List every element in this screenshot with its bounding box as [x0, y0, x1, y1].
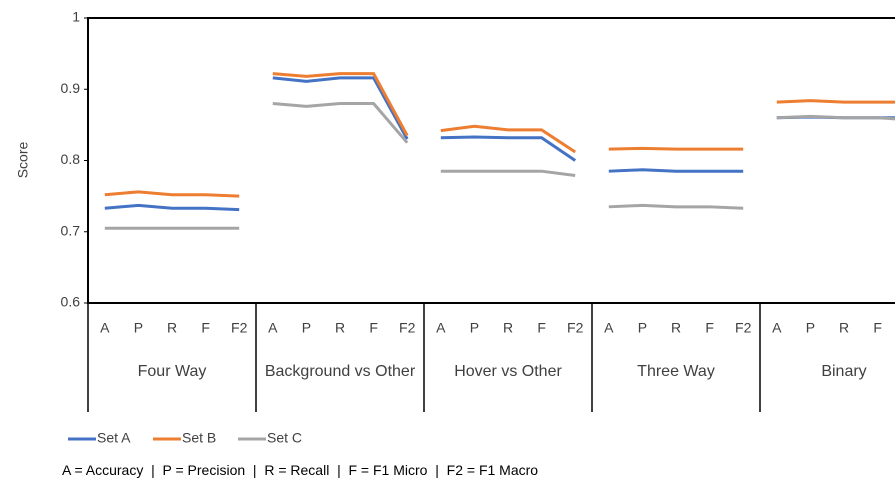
series-line	[776, 99, 895, 104]
series-line	[272, 72, 409, 137]
series-line	[272, 76, 409, 140]
series-line	[440, 124, 577, 154]
x-tick-label: F	[537, 320, 546, 336]
y-tick-label: 0.9	[61, 80, 81, 96]
x-tick-label: F	[201, 320, 210, 336]
x-tick-label: F2	[735, 320, 752, 336]
series-line	[440, 169, 576, 177]
group-label: Background vs Other	[264, 363, 416, 380]
group-label: Three Way	[637, 363, 715, 380]
y-tick-label: 0.7	[61, 222, 81, 238]
x-tick-label: R	[335, 320, 345, 336]
footnote: A = Accuracy | P = Precision | R = Recal…	[62, 462, 539, 478]
series-line	[608, 146, 744, 151]
plot-frame	[87, 17, 895, 304]
y-tick-label: 1	[72, 9, 80, 25]
x-tick-label: A	[436, 320, 446, 336]
legend-label: Set B	[182, 430, 216, 446]
group-label: Binary	[821, 363, 867, 380]
y-axis-label: Score	[15, 142, 31, 179]
x-tick-label: P	[134, 320, 143, 336]
y-tick-label: 0.6	[61, 294, 81, 310]
x-tick-label: R	[839, 320, 849, 336]
x-tick-label: A	[268, 320, 278, 336]
x-tick-label: R	[167, 320, 177, 336]
y-tick-label: 0.8	[61, 151, 81, 167]
legend-label: Set A	[97, 430, 131, 446]
x-tick-label: P	[638, 320, 647, 336]
series-line	[776, 114, 895, 121]
series-line	[440, 135, 577, 162]
x-tick-label: A	[100, 320, 110, 336]
series-line	[608, 168, 744, 173]
x-tick-label: P	[806, 320, 815, 336]
series-line	[608, 203, 744, 210]
series-line	[104, 190, 240, 198]
x-tick-label: R	[503, 320, 513, 336]
x-tick-label: F	[873, 320, 882, 336]
x-tick-label: F	[369, 320, 378, 336]
x-tick-label: A	[604, 320, 614, 336]
series-line	[104, 203, 240, 212]
x-tick-label: R	[671, 320, 681, 336]
x-tick-label: F2	[231, 320, 248, 336]
x-tick-label: A	[772, 320, 782, 336]
x-tick-label: F2	[567, 320, 584, 336]
x-tick-label: F	[705, 320, 714, 336]
x-tick-label: P	[302, 320, 311, 336]
series-line	[272, 102, 409, 144]
legend-label: Set C	[267, 430, 302, 446]
x-tick-label: F2	[399, 320, 416, 336]
x-tick-label: P	[470, 320, 479, 336]
group-label: Hover vs Other	[454, 363, 562, 380]
group-label: Four Way	[137, 363, 207, 380]
